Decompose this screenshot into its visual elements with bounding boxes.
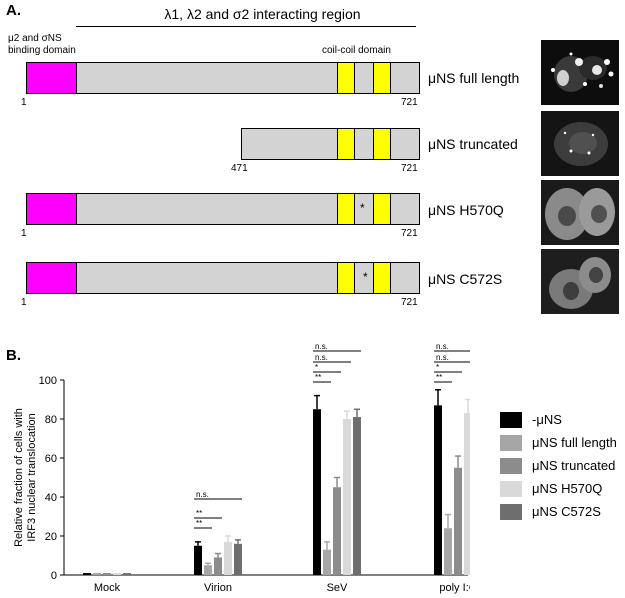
region-title: λ1, λ2 and σ2 interacting region [164, 6, 361, 22]
significance-label: ** [196, 519, 202, 528]
legend-swatch [500, 504, 522, 520]
bar [333, 487, 341, 575]
significance-label: n.s. [315, 342, 328, 351]
binding-domain-label: μ2 and σNS binding domain [8, 33, 76, 57]
significance-label: * [315, 363, 318, 372]
y-tick-label: 80 [45, 414, 57, 426]
y-tick-label: 60 [45, 453, 57, 465]
end-number: 721 [401, 228, 418, 239]
y-axis-label-line: IRF3 nuclear translocation [26, 413, 38, 541]
bar [224, 541, 232, 575]
end-number: 721 [401, 163, 418, 174]
coil-segment-1 [337, 129, 355, 159]
bar [464, 413, 470, 575]
coil-segment-2 [373, 63, 391, 93]
coil-segment-1 [337, 194, 355, 224]
bar [113, 573, 121, 575]
legend-label: -μNS [532, 412, 562, 427]
legend-swatch [500, 481, 522, 497]
y-axis-label: Relative fraction of cells withIRF3 nucl… [13, 408, 38, 547]
panel-a-label: A. [6, 2, 21, 19]
bar [103, 573, 111, 575]
y-tick-label: 20 [45, 531, 57, 543]
binding-domain-label-line1: μ2 and σNS [8, 33, 62, 44]
micrograph-h570q [541, 180, 619, 245]
significance-label: n.s. [436, 353, 449, 362]
bar [234, 543, 242, 575]
end-number: 721 [401, 97, 418, 108]
legend-label: μNS H570Q [532, 481, 603, 496]
construct-name: μNS C572S [428, 271, 503, 287]
construct-name: μNS truncated [428, 136, 518, 152]
significance-label: * [436, 363, 439, 372]
legend-swatch [500, 412, 522, 428]
legend-label: μNS C572S [532, 504, 601, 519]
x-category-label: Mock [94, 582, 121, 594]
coil-segment-1 [337, 263, 355, 293]
mutation-star: * [363, 270, 368, 284]
bar-chart: 0 20 40 60 80 100 Relative fraction of cells w… [13, 342, 470, 594]
x-category-label: Virion [204, 582, 232, 594]
bar [83, 573, 91, 575]
micrograph-c572s-image [541, 249, 619, 314]
construct-name: μNS full length [428, 70, 520, 86]
bar [454, 467, 462, 575]
y-tick-label: 0 [51, 570, 57, 582]
bar [194, 545, 202, 575]
construct-h570q-bar: * [26, 193, 420, 225]
significance-label: n.s. [196, 490, 209, 499]
end-number: 721 [401, 297, 418, 308]
bar [214, 557, 222, 575]
micrograph-full-length [541, 40, 619, 105]
start-number: 1 [21, 297, 27, 308]
coil-segment-2 [373, 194, 391, 224]
significance-label: n.s. [315, 353, 328, 362]
start-number: 1 [21, 97, 27, 108]
micrograph-truncated-image [541, 111, 619, 176]
bar [353, 417, 361, 575]
bar [434, 405, 442, 575]
coil-segment-1 [337, 63, 355, 93]
coil-coil-label: coil-coil domain [322, 45, 391, 56]
construct-truncated-bar [241, 128, 420, 160]
bar [343, 419, 351, 575]
y-axis-label-line: Relative fraction of cells with [13, 408, 25, 547]
construct-name: μNS H570Q [428, 202, 504, 218]
coil-segment-2 [373, 129, 391, 159]
bar [444, 528, 452, 575]
bar [123, 573, 131, 575]
y-tick-label: 40 [45, 492, 57, 504]
legend-swatch [500, 435, 522, 451]
micrograph-h570q-image [541, 180, 619, 245]
mutation-star: * [360, 201, 365, 215]
legend-swatch [500, 458, 522, 474]
binding-domain-label-line2: binding domain [8, 45, 76, 56]
bar [313, 409, 321, 575]
construct-full-length-bar [26, 62, 420, 94]
legend-label: μNS full length [532, 435, 617, 450]
bar [323, 549, 331, 575]
bar [93, 573, 101, 575]
y-tick-label: 100 [39, 375, 57, 387]
significance-label: ** [196, 509, 202, 518]
x-category-label: SeV [327, 582, 348, 594]
micrograph-c572s [541, 249, 619, 314]
binding-domain-segment [27, 194, 77, 224]
x-category-label: poly I:C [439, 582, 470, 594]
significance-label: n.s. [436, 342, 449, 351]
start-number: 471 [231, 163, 248, 174]
micrograph-truncated [541, 111, 619, 176]
significance-label: ** [436, 373, 442, 382]
coil-segment-2 [373, 263, 391, 293]
binding-domain-segment [27, 63, 77, 93]
micrograph-full-length-image [541, 40, 619, 105]
region-line [76, 26, 416, 27]
significance-label: ** [315, 373, 321, 382]
binding-domain-segment [27, 263, 77, 293]
start-number: 1 [21, 228, 27, 239]
bar [204, 565, 212, 575]
construct-c572s-bar: * [26, 262, 420, 294]
legend-label: μNS truncated [532, 458, 616, 473]
panel-b-label: B. [6, 347, 21, 364]
